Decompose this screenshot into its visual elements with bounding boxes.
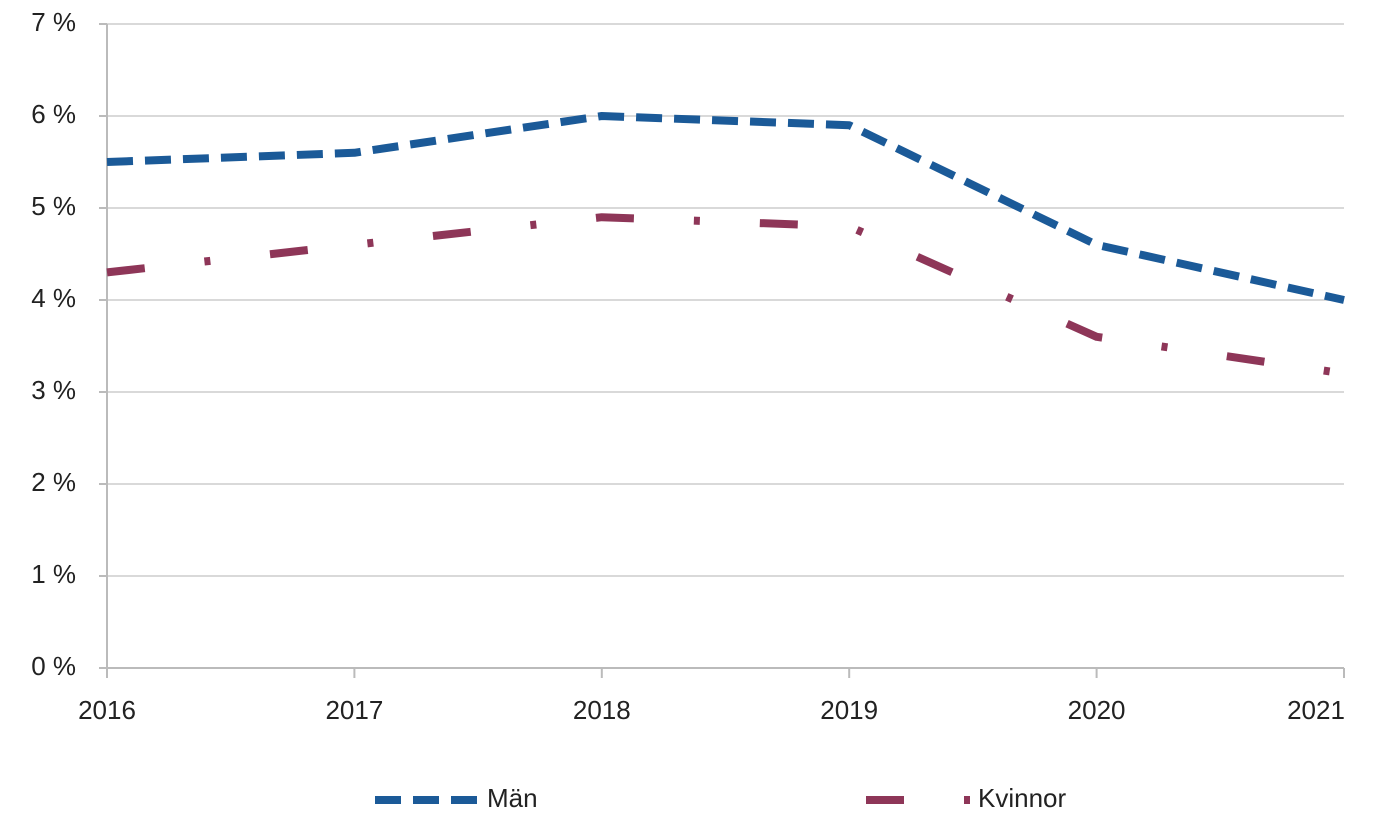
x-tick-label: 2017 — [325, 695, 383, 725]
x-tick-label: 2020 — [1068, 695, 1126, 725]
x-tick-label: 2021 — [1287, 695, 1345, 725]
y-tick-label: 2 % — [31, 467, 76, 497]
line-series — [106, 213, 1345, 378]
x-tick-label: 2016 — [78, 695, 136, 725]
y-tick-label: 1 % — [31, 559, 76, 589]
y-tick-label: 0 % — [31, 651, 76, 681]
x-tick-label: 2019 — [820, 695, 878, 725]
x-tick-label: 2018 — [573, 695, 631, 725]
line-series — [106, 112, 1345, 304]
legend-label: Män — [487, 783, 538, 813]
y-tick-label: 3 % — [31, 375, 76, 405]
y-tick-label: 5 % — [31, 191, 76, 221]
y-tick-label: 7 % — [31, 7, 76, 37]
y-tick-label: 6 % — [31, 99, 76, 129]
legend-label: Kvinnor — [978, 783, 1066, 813]
y-tick-label: 4 % — [31, 283, 76, 313]
